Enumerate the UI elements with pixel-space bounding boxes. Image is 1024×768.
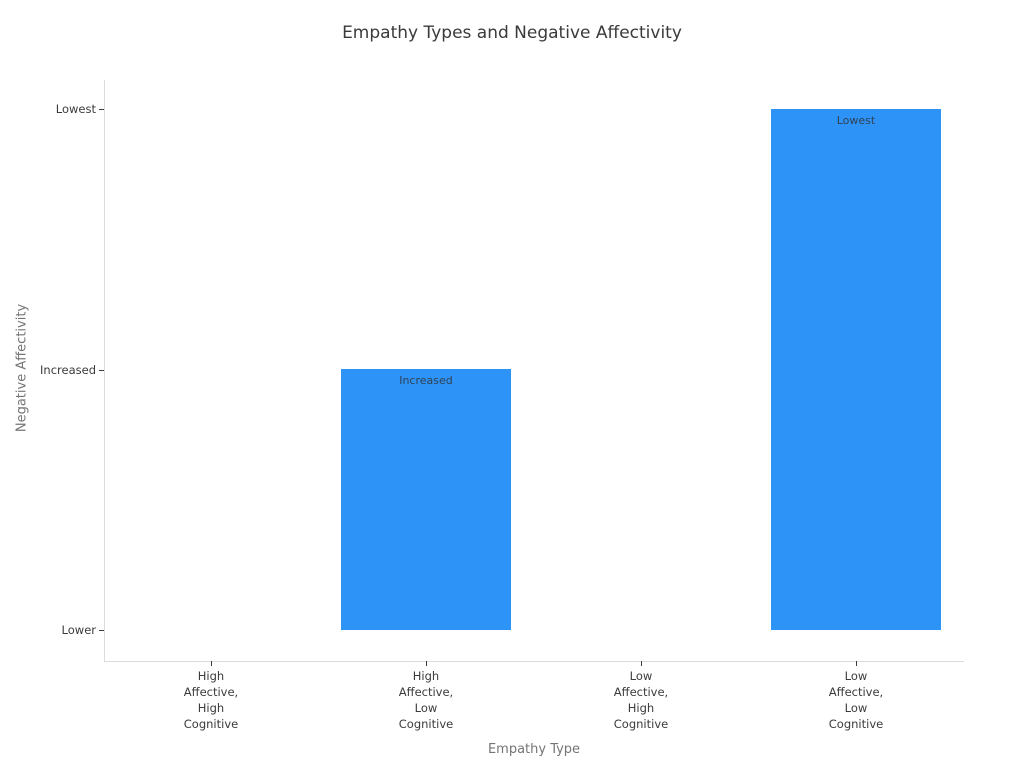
x-tick-label-line: Cognitive	[613, 717, 669, 731]
x-tick-label-line: Affective,	[398, 685, 454, 699]
x-tick-label-line: High	[197, 669, 225, 683]
bar-value-label: Lowest	[836, 114, 876, 127]
x-tick-label-line: Affective,	[828, 685, 884, 699]
x-tick-mark	[426, 661, 427, 666]
bar-value-label: Increased	[399, 374, 453, 387]
y-tick-label: Increased	[40, 363, 96, 377]
x-tick-mark	[211, 661, 212, 666]
x-tick-label-line: Cognitive	[398, 717, 454, 731]
x-tick-label-line: Low	[844, 669, 868, 683]
chart-title: Empathy Types and Negative Affectivity	[342, 23, 682, 43]
y-tick-mark	[99, 370, 104, 371]
x-axis-title: Empathy Type	[487, 742, 581, 757]
x-tick-label-line: High	[197, 701, 225, 715]
x-tick-label: High Affective, High Cognitive	[126, 668, 296, 732]
y-tick-label: Lowest	[55, 102, 96, 116]
x-tick-label: Low Affective, Low Cognitive	[771, 668, 941, 732]
y-tick-label: Lower	[61, 623, 96, 637]
bar-high-affective-low-cognitive: Increased	[341, 369, 511, 630]
x-axis-line	[104, 661, 964, 662]
x-tick-mark	[641, 661, 642, 666]
y-axis-line	[104, 80, 105, 661]
x-tick-label-line: Low	[844, 701, 868, 715]
x-tick-label-line: Cognitive	[828, 717, 884, 731]
y-tick-mark	[99, 109, 104, 110]
bar-low-affective-low-cognitive: Lowest	[771, 109, 941, 630]
x-tick-label: High Affective, Low Cognitive	[341, 668, 511, 732]
x-tick-label-line: Low	[629, 669, 653, 683]
y-tick-mark	[99, 630, 104, 631]
x-tick-label-line: Low	[414, 701, 438, 715]
x-tick-label: Low Affective, High Cognitive	[556, 668, 726, 732]
x-tick-label-line: Affective,	[613, 685, 669, 699]
x-tick-label-line: Affective,	[183, 685, 239, 699]
x-tick-label-line: High	[627, 701, 655, 715]
x-tick-mark	[856, 661, 857, 666]
x-tick-label-line: High	[412, 669, 440, 683]
x-tick-label-line: Cognitive	[183, 717, 239, 731]
